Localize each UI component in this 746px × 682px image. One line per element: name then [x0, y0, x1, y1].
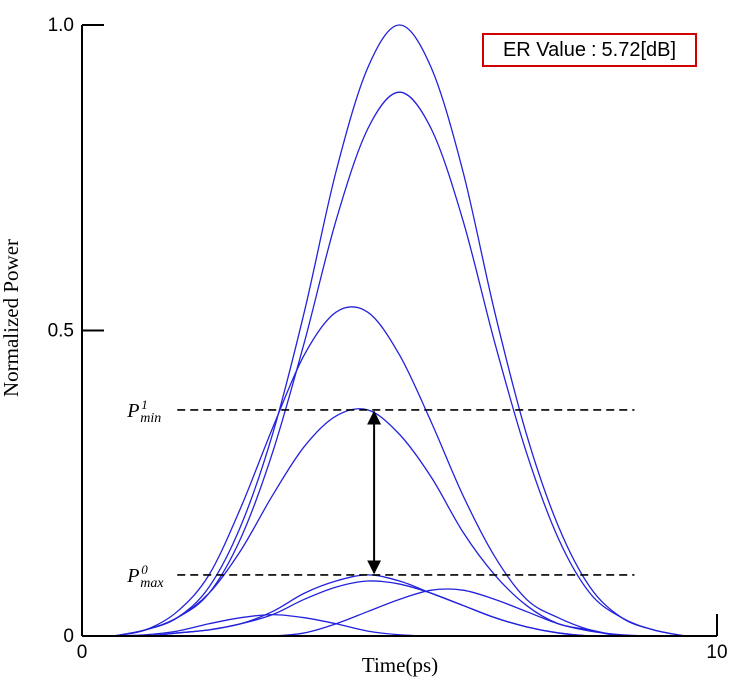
y-axis-label: Normalized Power: [0, 239, 23, 397]
er-value: 5.72[dB]: [601, 38, 677, 61]
threshold-sub-min: min: [140, 411, 161, 426]
er-separator: :: [590, 38, 597, 61]
threshold-label-max: P: [126, 565, 139, 587]
series-line-4: [113, 408, 686, 638]
series-layer: [113, 24, 686, 638]
series-line-8: [113, 588, 686, 637]
axis-layer: 00.51.00 10: [48, 15, 728, 663]
y-tick-label-0.5: 0.5: [48, 321, 74, 342]
series-line-2: [113, 91, 686, 637]
er-value-annotation: ER Value : 5.72[dB]: [482, 33, 697, 67]
x-tick-label-0: 0: [77, 642, 88, 663]
threshold-sub-max: max: [140, 576, 164, 591]
y-tick-label-1.0: 1.0: [48, 15, 74, 36]
x-axis-label: Time(ps): [362, 653, 438, 677]
threshold-sup-min: 1: [141, 397, 148, 412]
er-label: ER Value: [502, 38, 586, 61]
y-tick-label-0: 0: [63, 626, 74, 647]
threshold-label-min: P: [126, 400, 139, 422]
series-line-1: [113, 24, 686, 637]
series-line-3: [113, 306, 686, 638]
threshold-sup-max: 0: [141, 562, 148, 577]
x-tick-label-10: 10: [706, 642, 727, 663]
